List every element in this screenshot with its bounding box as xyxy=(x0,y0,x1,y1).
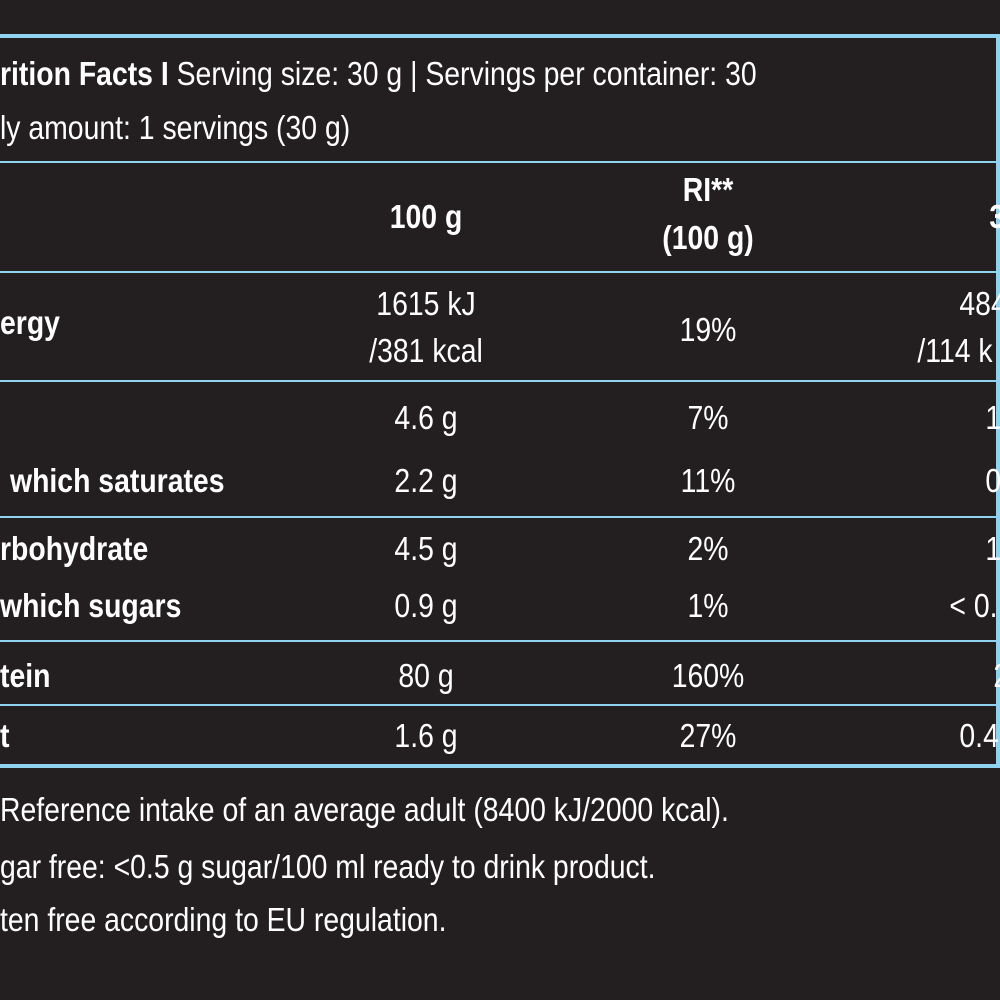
rule-energy xyxy=(0,380,1000,382)
header-line: rition Facts I Serving size: 30 g | Serv… xyxy=(0,56,757,92)
rule-fat xyxy=(0,516,1000,518)
footnote-sugar-free: gar free: <0.5 g sugar/100 ml ready to d… xyxy=(0,848,656,885)
row-label-carbohydrate: rbohydrate xyxy=(0,530,149,567)
col-header-100g: 100 g xyxy=(389,198,463,235)
salt-serving: 0.4 xyxy=(959,717,999,754)
footnote-gluten-free: ten free according to EU regulation. xyxy=(0,901,447,938)
row-label-sugars: which sugars xyxy=(0,587,182,624)
saturates-ri: 11% xyxy=(680,462,736,499)
energy-100g-kcal: /381 kcal xyxy=(369,332,483,369)
row-label-saturates: which saturates xyxy=(10,462,225,499)
rule-columns xyxy=(0,271,1000,273)
col-header-serving: 30 xyxy=(989,199,1000,235)
serving-info: Serving size: 30 g | Servings per contai… xyxy=(168,55,757,92)
rule-top xyxy=(0,34,1000,38)
fat-ri: 7% xyxy=(687,399,729,436)
carbohydrate-serving: 1. xyxy=(985,530,1000,567)
saturates-100g: 2.2 g xyxy=(394,462,458,499)
energy-serving-kj: 484 xyxy=(959,285,1000,322)
energy-100g-kj: 1615 kJ xyxy=(376,285,476,322)
carbohydrate-100g: 4.5 g xyxy=(394,530,458,567)
sugars-serving: < 0. xyxy=(949,587,998,624)
row-label-salt: t xyxy=(0,717,10,754)
footnote-reference-intake: Reference intake of an average adult (84… xyxy=(0,791,729,828)
row-label-protein: tein xyxy=(0,657,51,694)
energy-ri: 19% xyxy=(679,311,737,348)
carbohydrate-ri: 2% xyxy=(687,530,729,567)
rule-protein xyxy=(0,704,1000,706)
header-title: rition Facts I xyxy=(0,55,169,92)
sugars-ri: 1% xyxy=(687,587,729,624)
rule-carb xyxy=(0,640,1000,642)
saturates-serving: 0. xyxy=(985,462,1000,499)
daily-amount: ly amount: 1 servings (30 g) xyxy=(0,109,351,146)
energy-serving-kcal: /114 k xyxy=(917,332,993,369)
rule-right-edge xyxy=(996,36,1000,767)
col-header-ri-line1: RI** xyxy=(682,171,734,208)
col-header-ri-line2: (100 g) xyxy=(662,219,754,256)
fat-100g: 4.6 g xyxy=(394,399,458,436)
fat-serving: 1. xyxy=(985,399,1000,436)
sugars-100g: 0.9 g xyxy=(394,587,458,624)
rule-header xyxy=(0,161,1000,163)
protein-100g: 80 g xyxy=(398,657,454,694)
protein-ri: 160% xyxy=(671,657,745,694)
salt-100g: 1.6 g xyxy=(394,717,458,754)
salt-ri: 27% xyxy=(679,717,737,754)
row-label-energy: ergy xyxy=(0,304,60,341)
protein-serving: 2 xyxy=(993,658,1000,694)
rule-bottom xyxy=(0,764,1000,768)
